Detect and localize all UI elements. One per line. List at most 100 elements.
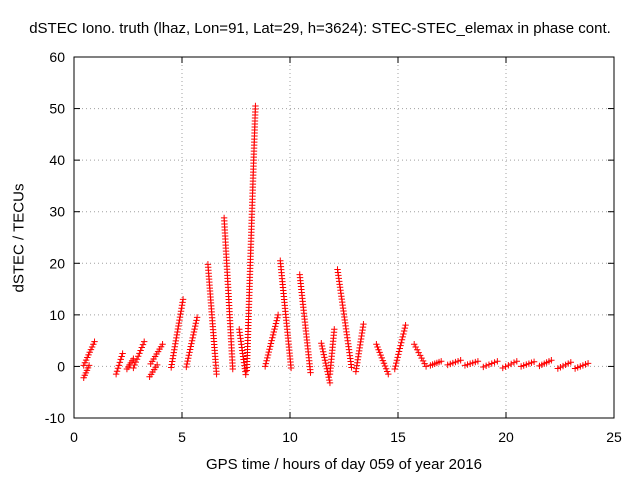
data-point [321, 354, 328, 361]
data-point [131, 361, 138, 369]
data-point [176, 313, 184, 321]
data-point [112, 370, 120, 378]
data-point [499, 364, 506, 372]
data-point [325, 374, 332, 381]
data-arc [571, 360, 592, 372]
data-point [168, 364, 175, 371]
data-point [133, 356, 141, 363]
data-point [168, 361, 175, 368]
data-point [115, 362, 123, 369]
data-point [113, 368, 121, 375]
data-point [183, 363, 190, 371]
data-arc [352, 320, 367, 375]
data-point [86, 349, 93, 356]
plot-frame [73, 56, 615, 419]
data-point [264, 351, 272, 359]
data-point [307, 369, 314, 376]
y-axis-label: dSTEC / TECUs [10, 183, 28, 293]
x-tick-label: 10 [282, 429, 298, 445]
data-point [264, 354, 271, 362]
data-point [400, 330, 407, 338]
data-point [87, 346, 95, 353]
data-point [116, 359, 124, 366]
y-tick-label: 30 [49, 204, 65, 220]
data-point [421, 360, 428, 367]
data-point [82, 356, 90, 364]
data-point [274, 311, 282, 319]
data-point [395, 351, 402, 358]
y-tick-label: 10 [49, 307, 65, 323]
data-point [273, 317, 280, 324]
data-arc [334, 266, 355, 371]
data-point [396, 345, 403, 352]
data-point [319, 345, 326, 353]
data-point [494, 358, 501, 365]
data-point [229, 365, 236, 373]
data-point [402, 321, 409, 329]
data-arc [261, 311, 282, 370]
data-point [485, 361, 493, 368]
data-point [85, 351, 92, 359]
data-point [271, 325, 278, 333]
data-arc [236, 326, 249, 378]
tick-layer: 0 5 10 15 20 25 -10 0 10 20 30 40 50 60 [45, 49, 622, 445]
data-point [172, 340, 179, 347]
data-point [117, 356, 124, 363]
data-arc [130, 338, 148, 372]
data-point [584, 360, 592, 367]
data-point [323, 362, 330, 370]
data-point [169, 358, 176, 365]
data-point [567, 359, 574, 366]
data-point [319, 348, 327, 355]
data-point [141, 338, 148, 345]
data-point [175, 322, 182, 330]
data-point [130, 355, 137, 362]
y-tick-label: 50 [49, 101, 65, 117]
data-arc [123, 355, 137, 373]
data-point [419, 357, 427, 365]
data-point [132, 358, 139, 366]
data-point [242, 371, 249, 378]
data-layer [80, 102, 592, 387]
data-point [474, 358, 482, 365]
data-point [385, 370, 392, 378]
data-point [186, 346, 194, 353]
data-point [376, 349, 383, 356]
data-point [174, 328, 181, 336]
data-point [183, 360, 191, 368]
data-point [393, 357, 401, 364]
data-point [266, 346, 273, 353]
x-tick-label: 5 [178, 429, 186, 445]
data-arc [183, 314, 201, 371]
data-arc [373, 341, 392, 378]
data-point [169, 355, 176, 362]
data-arc [461, 358, 482, 369]
y-tick-label: 60 [49, 49, 65, 65]
data-arc [204, 261, 220, 378]
x-tick-label: 0 [70, 429, 78, 445]
data-arc [391, 321, 409, 373]
data-point [188, 337, 196, 344]
data-point [320, 351, 327, 358]
data-point [318, 340, 325, 347]
data-point [173, 334, 180, 342]
data-point [505, 362, 512, 369]
data-point [136, 350, 143, 357]
x-axis-label: GPS time / hours of day 059 of year 2016 [206, 456, 482, 473]
data-point [268, 337, 275, 344]
data-point [395, 348, 403, 355]
data-point [90, 341, 97, 348]
data-point [172, 337, 180, 345]
data-point [193, 314, 201, 321]
data-point [84, 354, 91, 361]
data-point [81, 359, 89, 366]
data-point [331, 326, 338, 333]
chart-title: dSTEC Iono. truth (lhaz, Lon=91, Lat=29,… [29, 20, 611, 37]
data-point [171, 343, 179, 350]
data-arc [220, 214, 236, 373]
data-point [360, 320, 367, 328]
data-point [192, 320, 200, 327]
data-point [189, 334, 196, 342]
data-point [179, 299, 186, 306]
data-point [348, 364, 355, 371]
